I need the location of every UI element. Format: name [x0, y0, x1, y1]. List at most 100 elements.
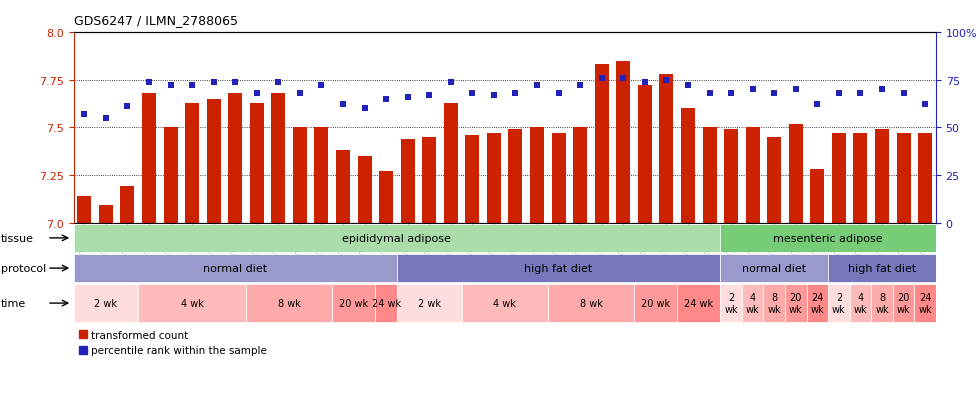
Point [594, 75, 610, 82]
Point [508, 90, 523, 97]
Point [788, 87, 804, 93]
Point [227, 79, 243, 86]
Bar [444, 103, 458, 223]
Point [270, 79, 286, 86]
Bar [121, 187, 134, 223]
Bar [552, 134, 565, 223]
Bar [250, 103, 264, 223]
Point [120, 104, 135, 110]
Point [917, 102, 933, 109]
Bar [893, 285, 914, 322]
Point [529, 83, 545, 90]
Bar [871, 285, 893, 322]
Bar [767, 138, 781, 223]
Text: time: time [1, 298, 26, 309]
Bar [828, 285, 850, 322]
Text: normal diet: normal diet [203, 263, 268, 273]
Legend: transformed count, percentile rank within the sample: transformed count, percentile rank withi… [78, 330, 268, 355]
Point [831, 90, 847, 97]
Bar [660, 75, 673, 223]
Bar [530, 128, 544, 223]
Bar [397, 254, 720, 283]
Point [853, 90, 868, 97]
Bar [358, 157, 371, 223]
Point [766, 90, 782, 97]
Point [314, 83, 329, 90]
Text: 24
wk: 24 wk [810, 292, 824, 314]
Point [572, 83, 588, 90]
Bar [918, 134, 932, 223]
Text: 2 wk: 2 wk [417, 298, 441, 309]
Text: 4 wk: 4 wk [493, 298, 516, 309]
Text: epididymal adipose: epididymal adipose [342, 233, 452, 243]
Bar [271, 94, 285, 223]
Point [141, 79, 157, 86]
Text: GDS6247 / ILMN_2788065: GDS6247 / ILMN_2788065 [74, 14, 237, 27]
Point [76, 112, 92, 118]
Point [400, 94, 416, 101]
Bar [681, 109, 695, 223]
Point [809, 102, 825, 109]
Text: 8
wk: 8 wk [767, 292, 781, 314]
Bar [138, 285, 246, 322]
Text: 4 wk: 4 wk [180, 298, 204, 309]
Point [723, 90, 739, 97]
Bar [375, 285, 397, 322]
Bar [379, 172, 393, 223]
Text: 20
wk: 20 wk [897, 292, 910, 314]
Text: 2
wk: 2 wk [724, 292, 738, 314]
Bar [466, 135, 479, 223]
Text: 8 wk: 8 wk [277, 298, 301, 309]
Point [163, 83, 178, 90]
Bar [810, 170, 824, 223]
Point [702, 90, 717, 97]
Bar [509, 130, 522, 223]
Bar [548, 285, 634, 322]
Text: 2 wk: 2 wk [94, 298, 118, 309]
Point [335, 102, 351, 109]
Point [874, 87, 890, 93]
Bar [332, 285, 375, 322]
Point [637, 79, 653, 86]
Bar [850, 285, 871, 322]
Bar [807, 285, 828, 322]
Text: 20 wk: 20 wk [641, 298, 670, 309]
Point [357, 106, 372, 112]
Bar [746, 128, 760, 223]
Bar [634, 285, 677, 322]
Bar [724, 130, 738, 223]
Point [206, 79, 221, 86]
Text: protocol: protocol [1, 263, 46, 273]
Bar [185, 103, 199, 223]
Bar [914, 285, 936, 322]
Text: high fat diet: high fat diet [524, 263, 593, 273]
Bar [832, 134, 846, 223]
Text: 2
wk: 2 wk [832, 292, 846, 314]
Point [421, 93, 437, 99]
Point [615, 75, 631, 82]
Point [551, 90, 566, 97]
Bar [763, 285, 785, 322]
Bar [875, 130, 889, 223]
Point [486, 93, 502, 99]
Bar [720, 285, 742, 322]
Point [465, 90, 480, 97]
Bar [616, 62, 630, 223]
Point [98, 115, 114, 122]
Bar [703, 128, 716, 223]
Bar [720, 254, 828, 283]
Bar [293, 128, 307, 223]
Point [292, 90, 308, 97]
Bar [142, 94, 156, 223]
Bar [422, 138, 436, 223]
Bar [828, 254, 936, 283]
Bar [595, 65, 609, 223]
Point [659, 77, 674, 84]
Bar [207, 100, 220, 223]
Point [184, 83, 200, 90]
Bar [401, 140, 415, 223]
Bar [336, 151, 350, 223]
Bar [397, 285, 462, 322]
Text: 8
wk: 8 wk [875, 292, 889, 314]
Bar [246, 285, 332, 322]
